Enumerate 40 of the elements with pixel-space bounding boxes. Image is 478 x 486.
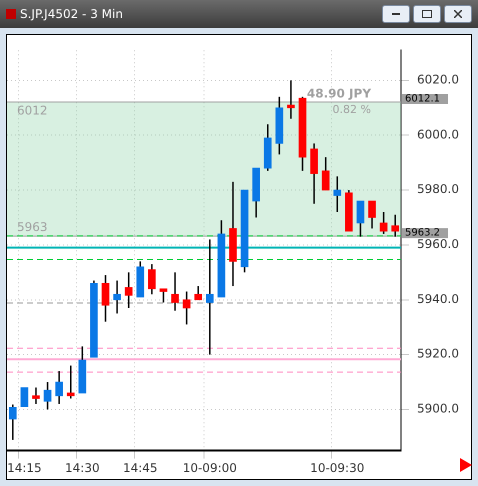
ref-line-label: 6012.1 xyxy=(405,94,440,105)
candlestick xyxy=(20,387,28,408)
candlestick xyxy=(206,238,214,356)
chart-title: S.JP.J4502 - 3 Min xyxy=(20,7,124,21)
x-tick-label: 10-09:00 xyxy=(182,460,237,475)
candlestick xyxy=(32,386,40,405)
candlestick xyxy=(322,156,330,191)
candlestick xyxy=(102,274,110,322)
candlestick xyxy=(380,211,388,235)
y-tick-label: 6000.0 xyxy=(417,127,460,142)
candlestick xyxy=(160,288,168,304)
candlestick xyxy=(356,200,364,238)
candlestick xyxy=(182,290,190,326)
candlestick xyxy=(113,280,121,314)
x-tick-label: 10-09:30 xyxy=(310,460,364,475)
candlestick xyxy=(333,176,342,213)
y-tick-label: 5960.0 xyxy=(417,237,460,252)
y-tick-label: 5900.0 xyxy=(417,402,460,416)
candlestick xyxy=(171,272,179,312)
annotation: 6012 xyxy=(17,103,48,118)
x-tick-label: 14:15 xyxy=(7,460,42,475)
candlestick xyxy=(55,370,63,405)
candlestick xyxy=(287,80,295,120)
y-tick-label: 5920.0 xyxy=(417,346,460,361)
x-tick-label: 14:30 xyxy=(65,460,100,475)
candlestick xyxy=(44,381,52,410)
x-tick-label: 14:45 xyxy=(122,460,158,475)
candlestick xyxy=(66,364,75,400)
y-tick-label: 6020.0 xyxy=(417,72,460,86)
annotation: 0.82 % xyxy=(332,103,372,116)
candlestick xyxy=(148,263,156,296)
ref-line-label: 5963.2 xyxy=(405,228,440,239)
annotation: 48.90 JPY xyxy=(306,86,372,100)
annotation: 5963 xyxy=(17,220,48,234)
candlestick xyxy=(124,272,133,309)
candlestick xyxy=(194,285,202,301)
y-tick-label: 5940.0 xyxy=(417,292,460,306)
candlestick xyxy=(368,200,376,230)
y-tick-label: 5980.0 xyxy=(417,182,460,196)
candlestick xyxy=(8,404,17,441)
